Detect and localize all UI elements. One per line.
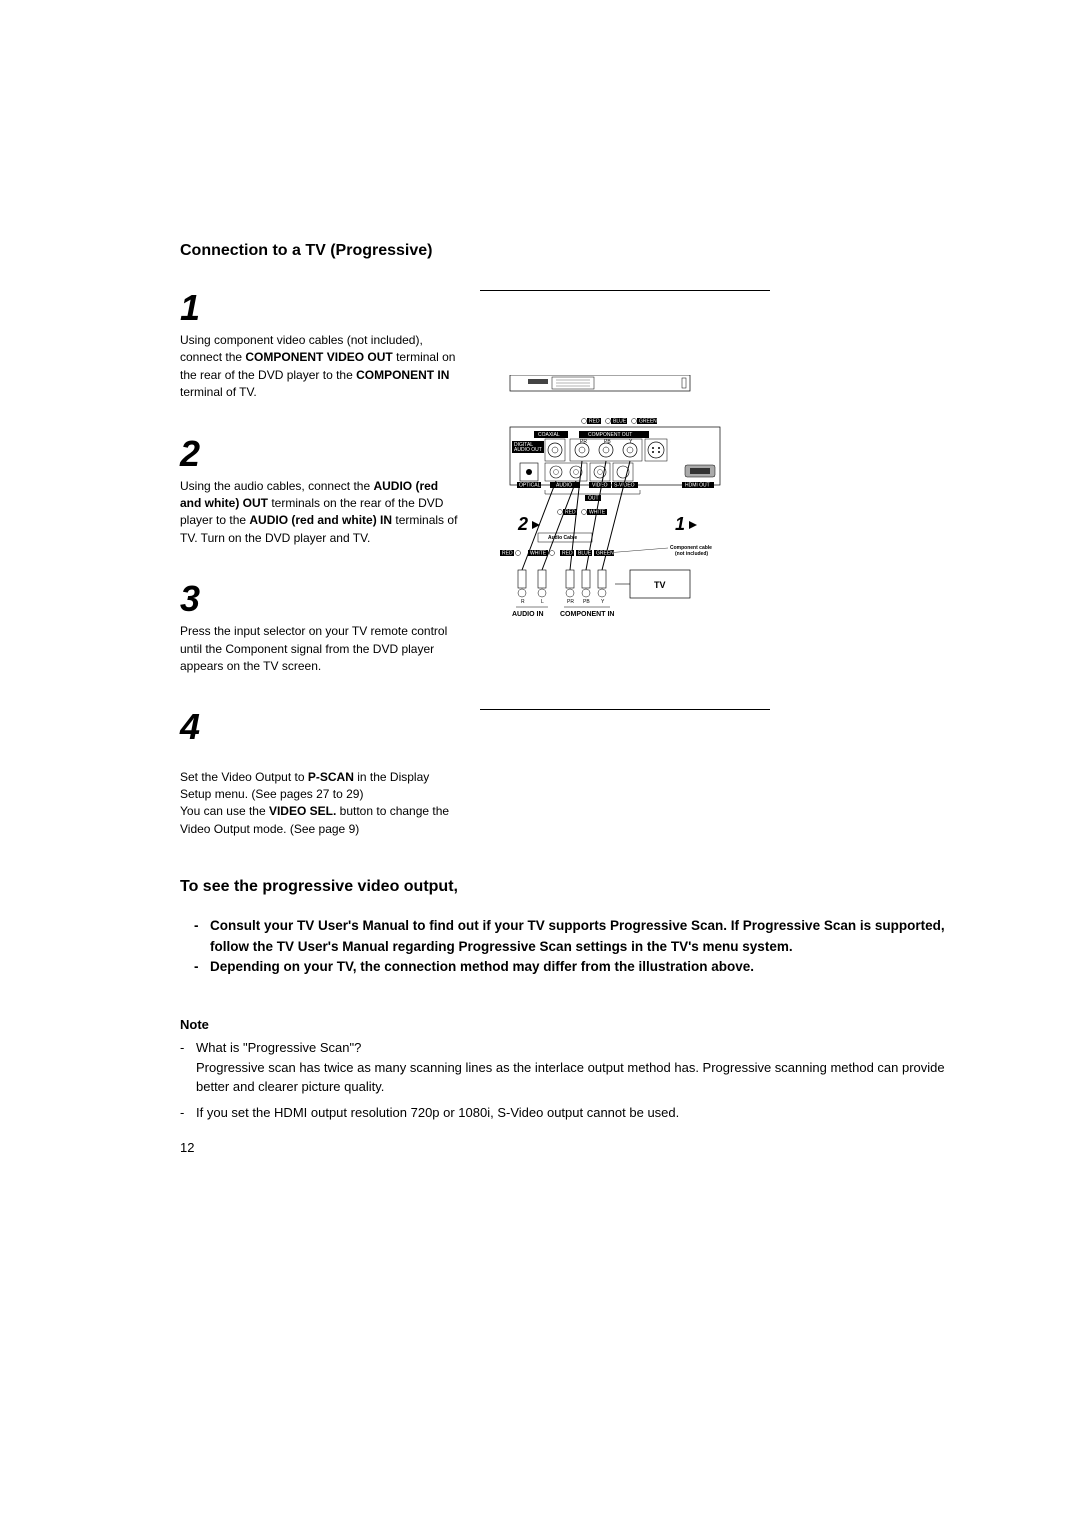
svg-text:R: R bbox=[521, 599, 525, 605]
steps-column: 1 Using component video cables (not incl… bbox=[180, 290, 460, 848]
step-body: Using component video cables (not includ… bbox=[180, 332, 460, 402]
bullet-list: -Consult your TV User's Manual to find o… bbox=[180, 916, 950, 977]
bullet-item: -Consult your TV User's Manual to find o… bbox=[194, 916, 950, 957]
svg-text:COAXIAL: COAXIAL bbox=[538, 432, 560, 438]
page-title: Connection to a TV (Progressive) bbox=[180, 242, 950, 260]
svg-text:AUDIO: AUDIO bbox=[556, 483, 572, 489]
svg-text:VIDEO: VIDEO bbox=[592, 483, 608, 489]
svg-text:HDMI OUT: HDMI OUT bbox=[685, 483, 710, 489]
step-number: 3 bbox=[180, 581, 460, 617]
svg-text:Audio Cable: Audio Cable bbox=[548, 535, 577, 541]
svg-text:GREEN: GREEN bbox=[639, 419, 657, 425]
svg-text:BLUE: BLUE bbox=[578, 551, 592, 557]
marker-1: 1 bbox=[675, 514, 685, 534]
step-3: 3 Press the input selector on your TV re… bbox=[180, 581, 460, 675]
diagram-column: RED BLUE GREEN COAXIAL COMPONENT OUT bbox=[480, 290, 770, 848]
tv-plugs bbox=[518, 570, 606, 597]
svg-text:L: L bbox=[541, 599, 544, 605]
svg-text:OPTICAL: OPTICAL bbox=[519, 483, 541, 489]
step-4: 4 Set the Video Output to P-SCAN in the … bbox=[180, 709, 460, 838]
svg-text:GREEN: GREEN bbox=[596, 551, 614, 557]
svg-text:BLUE: BLUE bbox=[613, 419, 627, 425]
svg-text:WHITE: WHITE bbox=[589, 510, 606, 516]
svg-text:(not included): (not included) bbox=[675, 551, 708, 557]
note-item: -What is "Progressive Scan"? Progressive… bbox=[180, 1038, 950, 1097]
svg-text:TV: TV bbox=[654, 580, 666, 590]
diagram-svg: RED BLUE GREEN COAXIAL COMPONENT OUT bbox=[490, 375, 760, 625]
svg-text:RED: RED bbox=[589, 419, 600, 425]
page-number: 12 bbox=[180, 1140, 194, 1155]
svg-text:RED: RED bbox=[565, 510, 576, 516]
note-item: -If you set the HDMI output resolution 7… bbox=[180, 1103, 950, 1123]
svg-text:COMPONENT IN: COMPONENT IN bbox=[560, 611, 614, 618]
svg-text:AUDIO IN: AUDIO IN bbox=[512, 611, 544, 618]
step-number: 1 bbox=[180, 290, 460, 326]
svg-text:AUDIO OUT: AUDIO OUT bbox=[514, 447, 542, 453]
svg-text:Y: Y bbox=[601, 599, 605, 605]
svg-text:RED: RED bbox=[562, 551, 573, 557]
marker-2: 2 bbox=[517, 514, 528, 534]
svg-text:PR: PR bbox=[580, 439, 587, 445]
step-1: 1 Using component video cables (not incl… bbox=[180, 290, 460, 402]
svg-text:PB: PB bbox=[604, 439, 611, 445]
step-number: 2 bbox=[180, 436, 460, 472]
svg-text:OUT: OUT bbox=[588, 496, 599, 502]
svg-text:WHITE: WHITE bbox=[530, 551, 547, 557]
step-body: Using the audio cables, connect the AUDI… bbox=[180, 478, 460, 548]
svg-text:PB: PB bbox=[583, 599, 590, 605]
note-list: -What is "Progressive Scan"? Progressive… bbox=[180, 1038, 950, 1122]
bullet-item: -Depending on your TV, the connection me… bbox=[194, 957, 950, 977]
connection-diagram: RED BLUE GREEN COAXIAL COMPONENT OUT bbox=[480, 290, 770, 710]
step-body: Press the input selector on your TV remo… bbox=[180, 623, 460, 675]
subhead: To see the progressive video output, bbox=[180, 878, 950, 896]
step-body: Set the Video Output to P-SCAN in the Di… bbox=[180, 751, 460, 838]
note-heading: Note bbox=[180, 1017, 950, 1032]
svg-text:RED: RED bbox=[502, 551, 513, 557]
component-color-labels: RED BLUE GREEN bbox=[582, 418, 658, 425]
svg-text:PR: PR bbox=[567, 599, 574, 605]
step-number: 4 bbox=[180, 709, 460, 745]
svg-text:COMPONENT OUT: COMPONENT OUT bbox=[588, 432, 632, 438]
step-2: 2 Using the audio cables, connect the AU… bbox=[180, 436, 460, 548]
